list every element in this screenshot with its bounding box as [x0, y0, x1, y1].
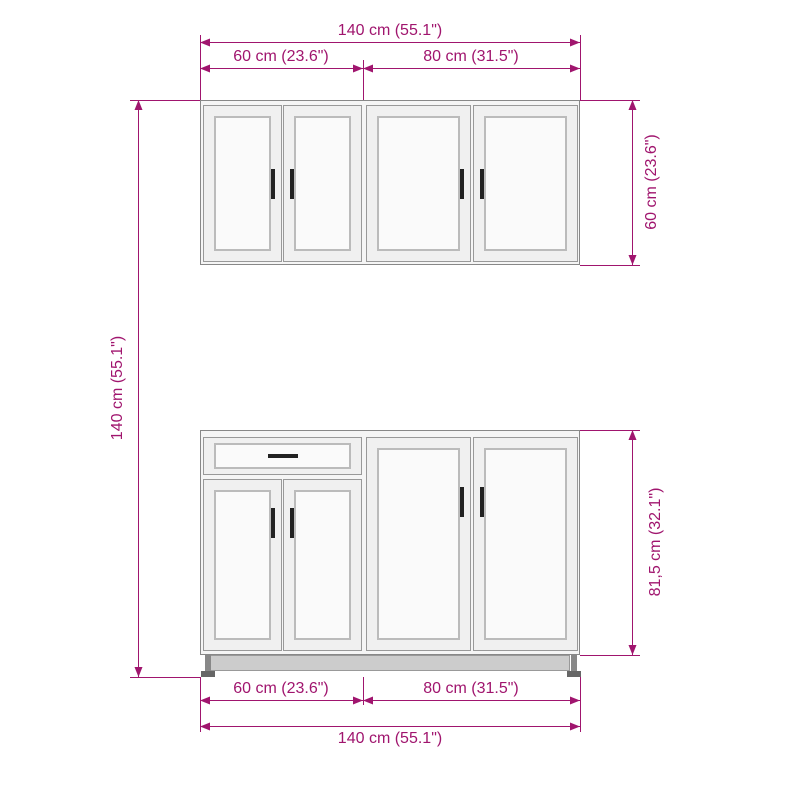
arrow-icon [135, 100, 143, 110]
door-inset [294, 490, 351, 640]
cabinet-leg-foot [567, 671, 581, 677]
dim-line [632, 100, 633, 265]
dim-line [200, 726, 580, 727]
dim-ext [580, 677, 581, 732]
dim-label-bottom-total: 140 cm (55.1") [338, 730, 442, 748]
arrow-icon [353, 65, 363, 73]
toe-kick [210, 655, 570, 671]
dim-ext [580, 655, 640, 656]
arrow-icon [629, 100, 637, 110]
dim-label-bottom-left: 60 cm (23.6") [233, 680, 329, 698]
dim-label-top-left: 60 cm (23.6") [233, 48, 329, 66]
arrow-icon [200, 697, 210, 705]
upper-door-2 [283, 105, 362, 262]
door-handle [290, 508, 294, 538]
dim-label-bottom-right: 80 cm (31.5") [423, 680, 519, 698]
upper-door-1 [203, 105, 282, 262]
dim-ext [130, 677, 200, 678]
arrow-icon [200, 723, 210, 731]
door-handle [460, 169, 464, 199]
door-handle [480, 487, 484, 517]
door-handle [271, 508, 275, 538]
arrow-icon [570, 65, 580, 73]
door-inset [214, 116, 271, 251]
lower-door-1 [203, 479, 282, 651]
door-inset [484, 116, 567, 251]
door-inset [377, 116, 460, 251]
arrow-icon [135, 667, 143, 677]
dim-ext [580, 265, 640, 266]
door-inset [377, 448, 460, 640]
door-inset [294, 116, 351, 251]
arrow-icon [200, 65, 210, 73]
door-handle [480, 169, 484, 199]
door-handle [290, 169, 294, 199]
arrow-icon [570, 723, 580, 731]
arrow-icon [363, 65, 373, 73]
door-handle [271, 169, 275, 199]
upper-door-4 [473, 105, 578, 262]
lower-door-2 [283, 479, 362, 651]
arrow-icon [629, 430, 637, 440]
cabinet-leg-foot [201, 671, 215, 677]
drawer-handle [268, 454, 298, 458]
arrow-icon [570, 697, 580, 705]
dim-label-top-total: 140 cm (55.1") [338, 22, 442, 40]
arrow-icon [629, 255, 637, 265]
upper-door-3 [366, 105, 471, 262]
arrow-icon [570, 39, 580, 47]
dim-label-upper-height: 60 cm (23.6") [643, 134, 661, 230]
arrow-icon [353, 697, 363, 705]
dim-line [200, 700, 580, 701]
dim-line [632, 430, 633, 655]
dim-label-top-right: 80 cm (31.5") [423, 48, 519, 66]
dim-line [138, 100, 139, 677]
lower-door-4 [473, 437, 578, 651]
dim-label-overall-height: 140 cm (55.1") [109, 336, 127, 440]
dim-line [200, 68, 580, 69]
dim-line [200, 42, 580, 43]
arrow-icon [363, 697, 373, 705]
lower-door-3 [366, 437, 471, 651]
lower-drawer [203, 437, 362, 475]
upper-cabinet [200, 100, 580, 265]
door-handle [460, 487, 464, 517]
door-inset [214, 490, 271, 640]
dim-ext [580, 35, 581, 100]
door-inset [484, 448, 567, 640]
arrow-icon [629, 645, 637, 655]
lower-cabinet [200, 430, 580, 655]
dim-label-lower-height: 81,5 cm (32.1") [647, 488, 665, 597]
arrow-icon [200, 39, 210, 47]
